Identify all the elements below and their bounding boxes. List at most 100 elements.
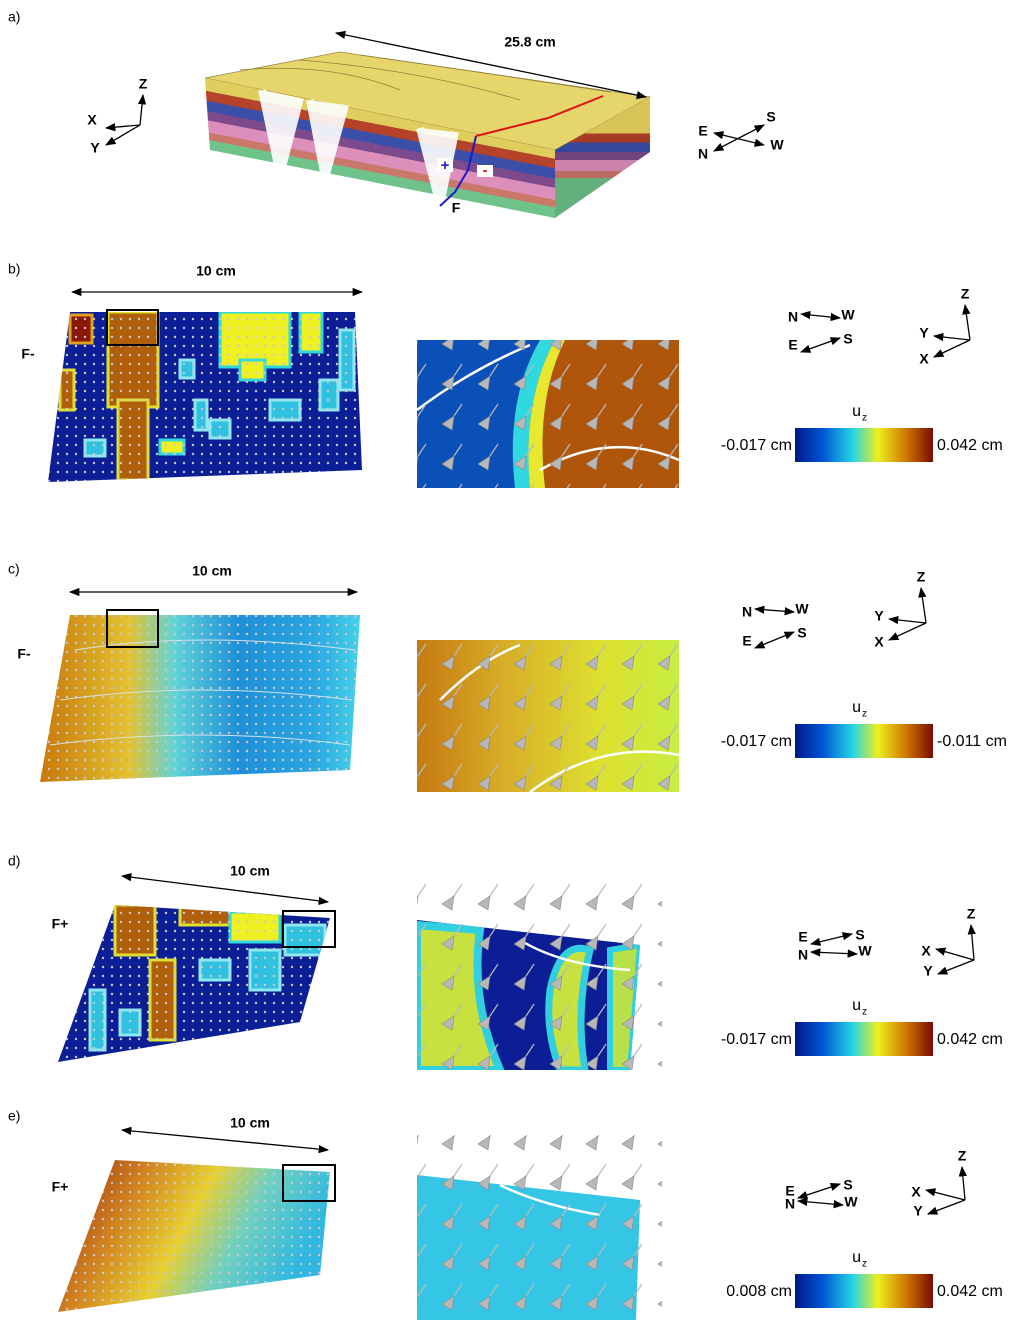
fault-side-label: F+ (52, 1179, 69, 1195)
dimension-arrow (120, 873, 330, 905)
compass-label: N (742, 604, 752, 620)
colorbar-subscript: z (862, 413, 867, 424)
zoom-box (282, 1164, 336, 1202)
zoom-box (282, 910, 336, 948)
axis-arrow (924, 1188, 966, 1201)
compass-label: W (858, 943, 872, 959)
dimension-label: 10 cm (192, 563, 232, 579)
dimension-arrow (334, 30, 648, 100)
colorbar-title: u (852, 403, 861, 420)
compass-label: E (742, 633, 751, 649)
axes-triad: Z X Y (87, 76, 147, 156)
colorbar-min: -0.017 cm (721, 733, 792, 750)
colorbar-ramp (795, 1022, 933, 1056)
point-grid (48, 312, 362, 482)
axis-label: Y (874, 608, 884, 624)
axes-triad: XY Z (919, 286, 971, 367)
hanging-wall-sign: + (441, 157, 450, 174)
axis-arrow (935, 947, 975, 961)
colorbar-title: u (852, 699, 861, 716)
compass: N S E W (785, 1177, 858, 1212)
compass: N S E W (788, 307, 855, 353)
compass-label: S (766, 109, 775, 125)
compass-label: N (785, 1196, 795, 1212)
vector-arrows (417, 640, 679, 792)
axis-arrow (105, 124, 141, 146)
compass-arrow (809, 948, 859, 958)
colorbar-min: -0.017 cm (721, 437, 792, 454)
axis-arrow (918, 586, 927, 624)
colorbar-title: u (852, 1249, 861, 1266)
compass-label: S (855, 927, 864, 943)
fault-side-label: F- (17, 646, 31, 662)
panel-label: a) (8, 9, 20, 25)
dimension-arrow (120, 1126, 330, 1154)
axis-label: Y (919, 325, 929, 341)
axis-arrow (932, 332, 971, 342)
axis-arrow (888, 622, 927, 641)
compass-arrow (799, 310, 842, 322)
panel-label: e) (8, 1108, 20, 1124)
compass-label: N (788, 309, 798, 325)
compass: N S E W (798, 927, 872, 963)
side-face (555, 97, 650, 218)
colorbar-ramp (795, 428, 933, 462)
axis-label: Y (90, 140, 100, 156)
dimension-label: 10 cm (230, 863, 270, 879)
point-grid (40, 615, 360, 782)
compass-arrow (712, 131, 766, 147)
compass-label: S (843, 1177, 852, 1193)
colorbar-subscript: z (862, 1259, 867, 1270)
axis-label: X (921, 943, 931, 959)
compass-label: W (841, 307, 855, 323)
zoom-map (417, 340, 679, 488)
axis-arrow (962, 303, 971, 341)
marker-box (437, 158, 453, 172)
compass-label: N (698, 146, 708, 162)
axis-arrow (104, 123, 141, 132)
point-grid (58, 905, 330, 1062)
compass-label: W (770, 137, 784, 153)
compass-label: N (798, 947, 808, 963)
axes-triad: XY Z (874, 569, 927, 650)
colorbar: u z -0.017 cm 0.042 cm (721, 997, 1003, 1056)
vector-arrows (417, 1135, 662, 1320)
colorbar-subscript: z (862, 709, 867, 720)
fault-trace-top (475, 95, 604, 137)
compass-label: E (798, 929, 807, 945)
colorbar-max: 0.042 cm (937, 1283, 1003, 1300)
panel-label: d) (8, 853, 20, 869)
colorbar-min: 0.008 cm (726, 1283, 792, 1300)
colorbar-ramp (795, 1274, 933, 1308)
colorbar: u z -0.017 cm -0.011 cm (721, 699, 1007, 758)
colorbar: u z -0.017 cm 0.042 cm (721, 403, 1003, 462)
axis-arrow (937, 959, 975, 975)
axis-arrow (958, 1165, 967, 1201)
vector-arrows (417, 340, 679, 488)
panel-label: b) (8, 261, 20, 277)
axis-label: X (874, 634, 884, 650)
axis-arrow (137, 93, 147, 126)
compass-arrow (713, 124, 765, 152)
colorbar-title: u (852, 997, 861, 1014)
compass-arrow (800, 337, 841, 353)
axis-label: Z (967, 906, 976, 922)
fault-side-label: F- (21, 346, 35, 362)
compass: E S N W (698, 109, 784, 162)
compass-arrow (797, 1183, 841, 1199)
axes-triad: XY Z (921, 906, 976, 979)
colorbar-max: 0.042 cm (937, 437, 1003, 454)
colorbar-max: -0.011 cm (937, 733, 1007, 750)
axis-label: X (919, 351, 929, 367)
compass-label: W (844, 1194, 858, 1210)
axis-arrow (933, 339, 971, 358)
colorbar-max: 0.042 cm (937, 1031, 1003, 1048)
fault-trace (439, 135, 477, 207)
axis-label: X (87, 112, 97, 128)
axis-arrow (927, 1199, 966, 1215)
block-model: + - F (204, 51, 652, 218)
panel-label: c) (8, 561, 20, 577)
dimension-label: 10 cm (196, 263, 236, 279)
